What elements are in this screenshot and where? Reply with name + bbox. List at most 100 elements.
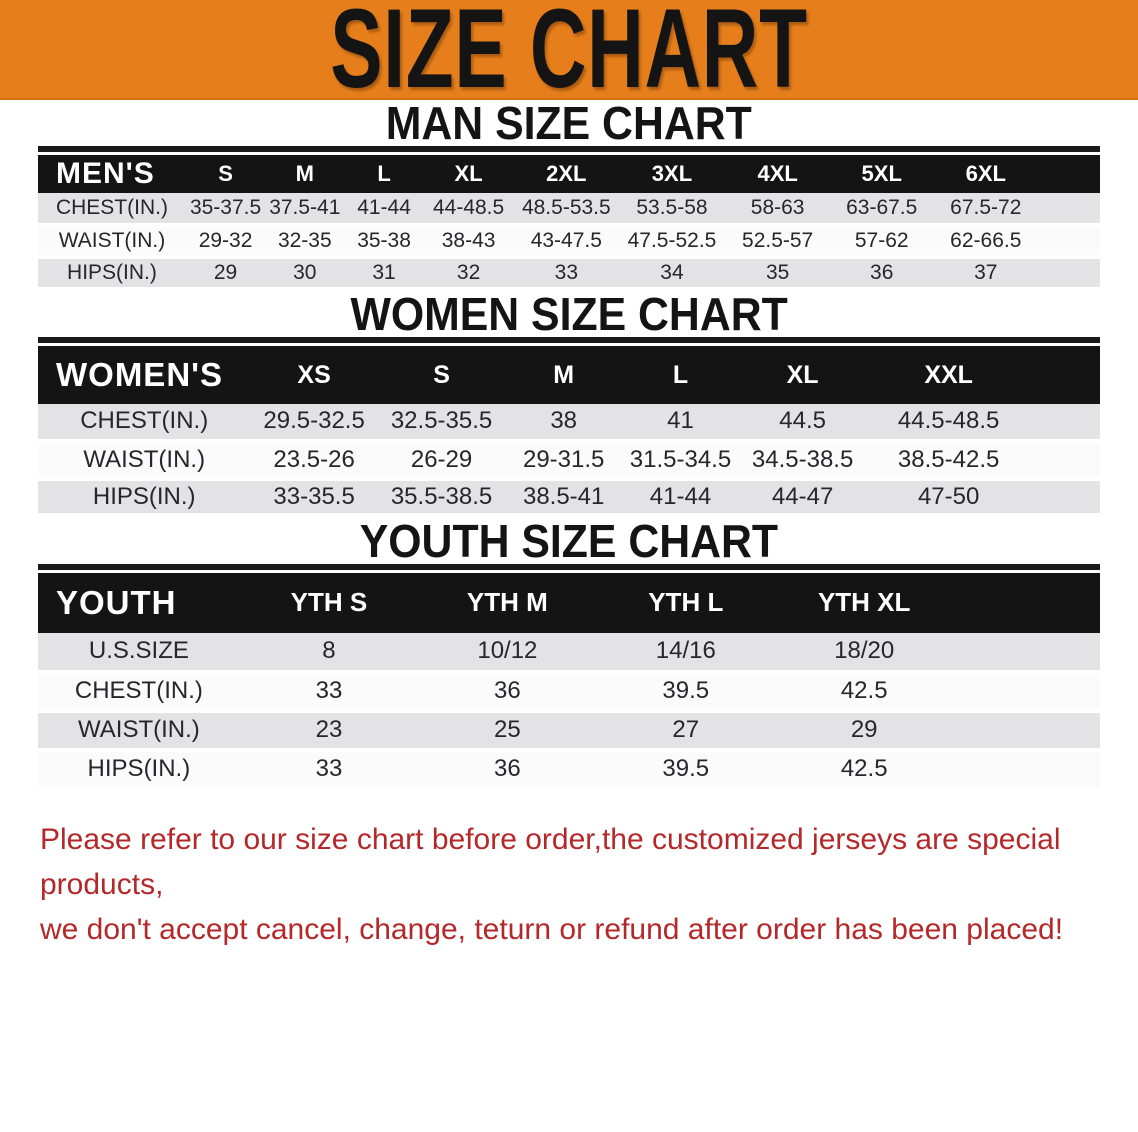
- size-value: 31: [344, 257, 424, 291]
- men-size-table: MEN'S S M L XL 2XL 3XL 4XL 5XL 6XL CHEST…: [38, 146, 1100, 291]
- size-value: 39.5: [596, 671, 775, 713]
- size-value: 34.5-38.5: [738, 441, 867, 481]
- size-value: 23.5-26: [250, 441, 378, 481]
- size-value: 34: [619, 257, 725, 291]
- spacer-cell: [1038, 155, 1100, 193]
- size-value: 32.5-35.5: [377, 404, 506, 444]
- size-column-header: YTH M: [418, 572, 597, 633]
- row-label: WAIST(IN.): [38, 710, 240, 752]
- size-value: 62-66.5: [932, 225, 1039, 259]
- size-column-header: XL: [423, 155, 514, 193]
- spacer-cell: [1030, 478, 1100, 518]
- size-value: 41-44: [622, 478, 739, 518]
- size-value: 44.5-48.5: [866, 404, 1031, 444]
- size-value: 29-31.5: [505, 441, 623, 481]
- size-value: 35-37.5: [185, 193, 266, 227]
- size-value: 38-43: [423, 225, 514, 259]
- size-value: 35.5-38.5: [377, 478, 506, 518]
- size-value: 10/12: [418, 632, 597, 674]
- size-column-header: 4XL: [724, 155, 831, 193]
- row-label: CHEST(IN.): [38, 193, 186, 227]
- row-label: HIPS(IN.): [38, 257, 186, 291]
- disclaimer-note: Please refer to our size chart before or…: [40, 817, 1100, 952]
- size-column-header: 2XL: [513, 155, 620, 193]
- size-column-header: 6XL: [932, 155, 1039, 193]
- size-value: 43-47.5: [513, 225, 620, 259]
- size-value: 37.5-41: [265, 193, 345, 227]
- size-value: 30: [265, 257, 345, 291]
- group-label: YOUTH: [38, 572, 240, 633]
- women-size-table: WOMEN'S XS S M L XL XXL CHEST(IN.) 29.5-…: [38, 337, 1100, 518]
- table-row: CHEST(IN.) 35-37.5 37.5-41 41-44 44-48.5…: [38, 193, 1100, 227]
- table-row: WAIST(IN.) 29-32 32-35 35-38 38-43 43-47…: [38, 225, 1100, 259]
- size-column-header: XXL: [866, 346, 1031, 404]
- size-value: 33: [239, 749, 419, 791]
- table-row: WAIST(IN.) 23.5-26 26-29 29-31.5 31.5-34…: [38, 441, 1100, 481]
- size-column-header: S: [185, 155, 266, 193]
- size-value: 48.5-53.5: [513, 193, 620, 227]
- size-value: 44.5: [738, 404, 867, 444]
- row-label: HIPS(IN.): [38, 478, 251, 518]
- size-column-header: L: [344, 155, 424, 193]
- row-label: U.S.SIZE: [38, 632, 240, 674]
- size-value: 41: [622, 404, 739, 444]
- youth-size-table: YOUTH YTH S YTH M YTH L YTH XL U.S.SIZE …: [38, 563, 1100, 791]
- spacer-cell: [1038, 257, 1100, 291]
- size-value: 63-67.5: [830, 193, 933, 227]
- size-value: 33: [239, 671, 419, 713]
- row-label: CHEST(IN.): [38, 404, 251, 444]
- size-value: 35-38: [344, 225, 424, 259]
- size-value: 52.5-57: [724, 225, 831, 259]
- men-size-table-grid: MEN'S S M L XL 2XL 3XL 4XL 5XL 6XL CHEST…: [38, 155, 1100, 291]
- size-value: 29.5-32.5: [250, 404, 378, 444]
- table-row: U.S.SIZE 8 10/12 14/16 18/20: [38, 632, 1100, 674]
- size-value: 44-48.5: [423, 193, 514, 227]
- women-section-heading: WOMEN SIZE CHART: [350, 288, 788, 340]
- size-value: 27: [596, 710, 775, 752]
- size-value: 36: [830, 257, 933, 291]
- size-value: 57-62: [830, 225, 933, 259]
- size-column-header: M: [505, 346, 623, 404]
- size-column-header: 5XL: [830, 155, 933, 193]
- spacer-cell: [953, 710, 1100, 752]
- size-value: 44-47: [738, 478, 867, 518]
- size-value: 47.5-52.5: [619, 225, 725, 259]
- size-column-header: YTH S: [239, 572, 419, 633]
- size-value: 18/20: [774, 632, 954, 674]
- spacer-cell: [953, 671, 1100, 713]
- youth-section-heading: YOUTH SIZE CHART: [359, 514, 779, 567]
- size-value: 42.5: [774, 749, 954, 791]
- size-value: 31.5-34.5: [622, 441, 739, 481]
- size-value: 32: [423, 257, 514, 291]
- size-column-header: 3XL: [619, 155, 725, 193]
- size-column-header: L: [622, 346, 739, 404]
- size-column-header: M: [265, 155, 345, 193]
- size-value: 29-32: [185, 225, 266, 259]
- women-size-table-grid: WOMEN'S XS S M L XL XXL CHEST(IN.) 29.5-…: [38, 346, 1100, 518]
- size-value: 36: [418, 749, 597, 791]
- size-value: 67.5-72: [932, 193, 1039, 227]
- table-header-row: YOUTH YTH S YTH M YTH L YTH XL: [38, 572, 1100, 633]
- size-column-header: XS: [250, 346, 378, 404]
- size-value: 38.5-41: [505, 478, 623, 518]
- man-section-heading: MAN SIZE CHART: [385, 97, 752, 149]
- table-row: CHEST(IN.) 33 36 39.5 42.5: [38, 671, 1100, 713]
- spacer-cell: [1030, 346, 1100, 404]
- table-header-row: MEN'S S M L XL 2XL 3XL 4XL 5XL 6XL: [38, 155, 1100, 193]
- size-value: 14/16: [596, 632, 775, 674]
- row-label: WAIST(IN.): [38, 441, 251, 481]
- size-value: 35: [724, 257, 831, 291]
- size-value: 42.5: [774, 671, 954, 713]
- size-value: 8: [239, 632, 419, 674]
- size-column-header: S: [377, 346, 506, 404]
- size-value: 29: [185, 257, 266, 291]
- size-value: 39.5: [596, 749, 775, 791]
- spacer-cell: [1038, 193, 1100, 227]
- size-value: 32-35: [265, 225, 345, 259]
- size-value: 47-50: [866, 478, 1031, 518]
- table-row: HIPS(IN.) 33-35.5 35.5-38.5 38.5-41 41-4…: [38, 478, 1100, 518]
- size-value: 38.5-42.5: [866, 441, 1031, 481]
- size-chart-banner: SIZE CHART: [0, 0, 1138, 100]
- disclaimer-line-2: we don't accept cancel, change, teturn o…: [40, 912, 1064, 946]
- size-value: 23: [239, 710, 419, 752]
